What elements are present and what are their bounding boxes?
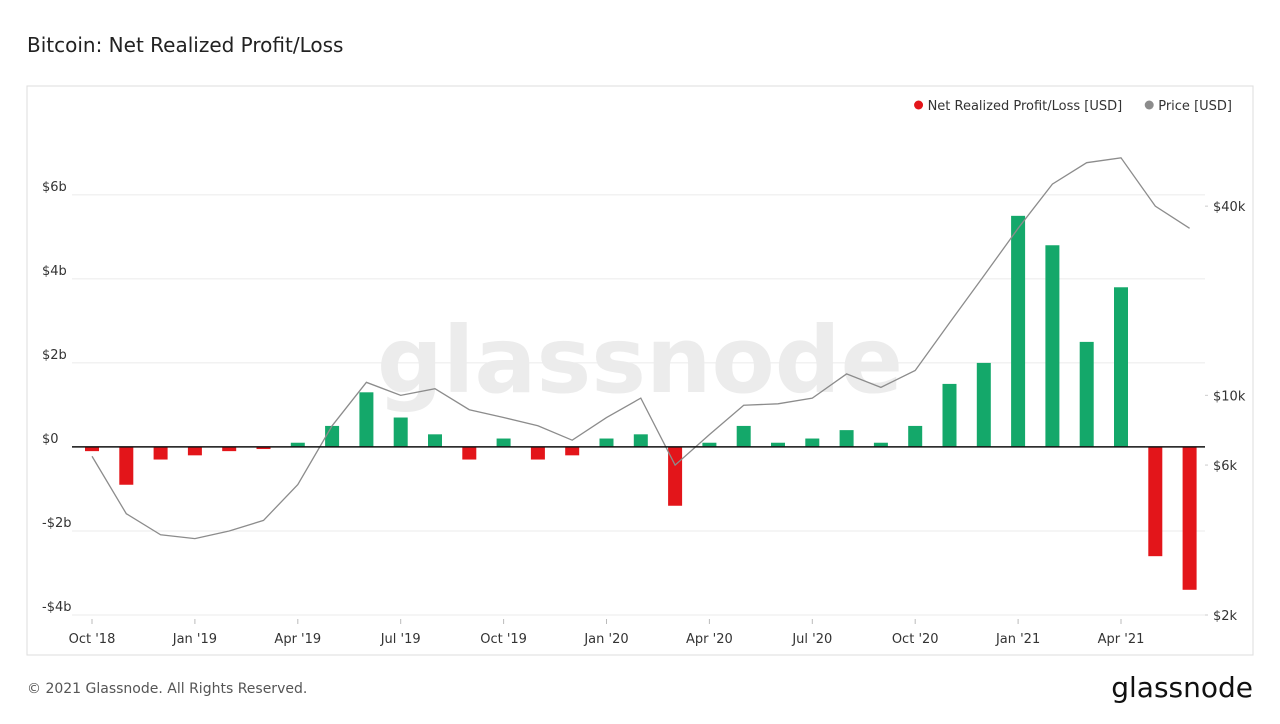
y-tick-label: -$2b xyxy=(42,516,72,531)
bar xyxy=(1045,245,1060,447)
y-tick-label: $4b xyxy=(42,264,67,279)
x-tick-label: Apr '20 xyxy=(686,632,733,647)
x-tick-label: Jan '20 xyxy=(583,632,628,647)
bar xyxy=(496,438,511,447)
bar xyxy=(1114,287,1128,447)
legend-marker xyxy=(914,100,924,110)
bar xyxy=(565,446,580,456)
y2-tick-label: $2k xyxy=(1213,609,1238,624)
footer: © 2021 Glassnode. All Rights Reserved. xyxy=(27,681,307,697)
price-line xyxy=(91,157,1190,540)
bar xyxy=(805,438,820,447)
x-tick-label: Oct '20 xyxy=(892,632,939,647)
bar xyxy=(1148,446,1163,557)
y2-tick-label: $10k xyxy=(1213,389,1246,404)
bar xyxy=(839,430,854,447)
bar xyxy=(599,438,614,447)
bar xyxy=(530,446,545,460)
legend-label: Net Realized Profit/Loss [USD] xyxy=(928,99,1123,114)
y2-tick-label: $6k xyxy=(1213,459,1238,474)
bar xyxy=(256,446,271,450)
x-tick-label: Apr '21 xyxy=(1098,632,1145,647)
x-tick-label: Jan '21 xyxy=(995,632,1040,647)
bar xyxy=(187,446,202,456)
bar xyxy=(462,446,477,460)
y-tick-label: $6b xyxy=(42,180,67,195)
bar xyxy=(873,442,888,447)
bar xyxy=(85,446,99,452)
bar xyxy=(1011,215,1026,447)
bar xyxy=(290,442,305,447)
bar xyxy=(633,434,648,447)
x-tick-label: Oct '18 xyxy=(69,632,116,647)
bar xyxy=(222,446,237,452)
bar xyxy=(153,446,168,460)
x-tick-label: Apr '19 xyxy=(274,632,321,647)
bar xyxy=(702,442,717,447)
bar xyxy=(1079,341,1094,447)
bar xyxy=(771,442,785,447)
x-tick-label: Jan '19 xyxy=(172,632,217,647)
bar xyxy=(736,425,751,447)
bar xyxy=(908,425,923,447)
legend-label: Price [USD] xyxy=(1158,99,1232,114)
bar xyxy=(359,392,374,447)
bar xyxy=(393,417,408,447)
bar xyxy=(428,434,442,447)
x-tick-label: Oct '19 xyxy=(480,632,527,647)
y2-tick-label: $40k xyxy=(1213,200,1246,215)
y-tick-label: -$4b xyxy=(42,600,72,615)
x-tick-label: Jul '19 xyxy=(380,632,421,647)
y-tick-label: $2b xyxy=(42,348,67,363)
x-tick-label: Jul '20 xyxy=(791,632,832,647)
y-tick-label: $0 xyxy=(42,432,59,447)
bar xyxy=(325,425,340,447)
bar xyxy=(942,383,957,447)
bar xyxy=(1182,446,1197,590)
legend-marker xyxy=(1144,100,1154,110)
bar xyxy=(119,446,134,485)
bar xyxy=(976,362,991,447)
logo: glassnode xyxy=(1111,671,1253,704)
chart-title: Bitcoin: Net Realized Profit/Loss xyxy=(27,33,343,57)
